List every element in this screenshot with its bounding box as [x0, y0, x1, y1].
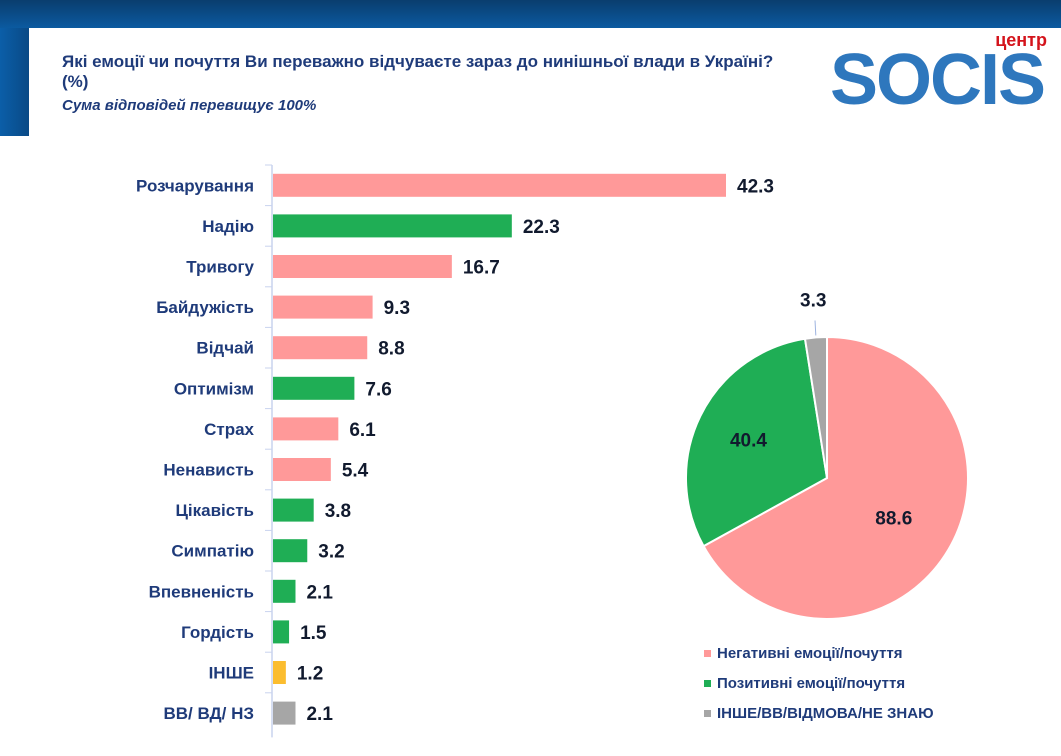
category-label: Відчай	[196, 339, 254, 358]
pie-value-label: 88.6	[875, 508, 912, 529]
bar	[273, 661, 286, 684]
category-label: Байдужість	[156, 298, 254, 317]
legend-label: Позитивні емоції/почуття	[717, 674, 906, 692]
bar	[273, 579, 296, 603]
value-label: 9.3	[384, 298, 410, 319]
socis-logo: центр SOCIS	[830, 30, 1055, 120]
leader-line	[814, 320, 817, 336]
bar	[273, 376, 355, 400]
pie-slice	[702, 335, 969, 620]
category-label: Розчарування	[136, 176, 254, 195]
value-label: 42.3	[737, 176, 774, 197]
category-label: Ненависть	[163, 461, 254, 480]
value-label: 8.8	[378, 339, 404, 360]
category-label: Оптимізм	[174, 379, 254, 398]
value-label: 3.2	[318, 542, 344, 563]
bar	[273, 458, 331, 481]
category-label: Симпатію	[171, 542, 254, 561]
pie-value-label: 3.3	[800, 291, 826, 312]
bar	[273, 336, 368, 360]
bar	[273, 255, 452, 278]
legend-swatch	[704, 679, 711, 687]
legend-item: Позитивні емоції/почуття	[704, 668, 934, 698]
side-accent	[0, 28, 29, 136]
value-label: 5.4	[342, 461, 369, 482]
category-label: Надію	[202, 217, 254, 236]
bar	[273, 295, 373, 319]
bar	[273, 539, 308, 563]
category-label: Тривогу	[186, 258, 254, 277]
bar	[273, 498, 314, 522]
logo-main-text: SOCIS	[830, 40, 1046, 120]
value-label: 6.1	[349, 420, 376, 441]
value-label: 1.5	[300, 623, 327, 644]
value-label: 1.2	[297, 664, 323, 685]
legend-item: ІНШЕ/ВВ/ВІДМОВА/НЕ ЗНАЮ	[704, 698, 934, 728]
bar	[273, 173, 726, 197]
value-label: 22.3	[523, 217, 560, 238]
legend-swatch	[704, 709, 711, 717]
category-label: Страх	[204, 420, 254, 439]
chart-title: Які емоції чи почуття Ви переважно відчу…	[62, 52, 774, 91]
bar	[273, 620, 290, 644]
logo-centr-text: центр	[995, 30, 1047, 50]
pie-slice	[685, 337, 829, 548]
chart-subtitle: Сума відповідей перевищує 100%	[62, 97, 317, 114]
bar-chart: Розчарування 42.3 Надію 22.3 Тривогу 16.7 Байд…	[136, 164, 774, 738]
pie-legend: Негативні емоції/почуття Позитивні емоції…	[704, 638, 934, 728]
top-banner	[0, 0, 1061, 28]
category-label: Впевненість	[149, 582, 254, 601]
bar	[273, 701, 296, 725]
category-label: ІНШЕ	[209, 664, 254, 683]
pie-chart: 88.6 40.4 3.3	[685, 291, 969, 620]
legend-swatch	[704, 649, 711, 657]
pie-value-label: 40.4	[730, 431, 767, 452]
category-label: Гордість	[181, 623, 254, 642]
value-label: 2.1	[306, 704, 333, 725]
legend-label: ІНШЕ/ВВ/ВІДМОВА/НЕ ЗНАЮ	[717, 704, 934, 722]
category-label: ВВ/ ВД/ НЗ	[163, 704, 254, 723]
value-label: 7.6	[365, 379, 391, 400]
value-label: 16.7	[463, 258, 500, 279]
legend-label: Негативні емоції/почуття	[717, 644, 903, 662]
value-label: 2.1	[306, 582, 333, 603]
legend-item: Негативні емоції/почуття	[704, 638, 934, 668]
pie-slice	[803, 335, 828, 479]
category-label: Цікавість	[175, 501, 254, 520]
bar	[273, 417, 339, 441]
bar	[273, 214, 512, 238]
value-label: 3.8	[325, 501, 351, 522]
